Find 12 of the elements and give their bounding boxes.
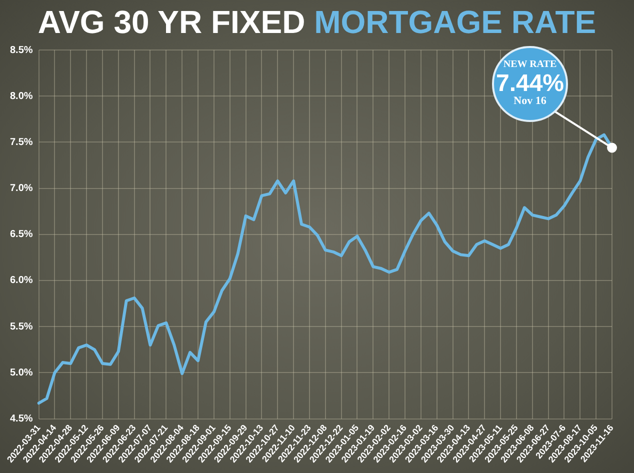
y-tick-label: 6.0% xyxy=(10,275,33,286)
annotation: NEW RATE 7.44% Nov 16 xyxy=(496,59,564,108)
chart-title: AVG 30 YR FIXED MORTGAGE RATE xyxy=(38,4,596,40)
y-tick-label: 7.0% xyxy=(10,183,33,194)
y-tick-label: 4.5% xyxy=(10,414,33,425)
y-tick-label: 8.0% xyxy=(10,90,33,102)
y-tick-label: 7.5% xyxy=(10,136,33,148)
y-tick-label: 8.5% xyxy=(10,44,33,56)
callout-bubble: NEW RATE 7.44% Nov 16 xyxy=(492,46,568,122)
y-tick-label: 5.5% xyxy=(10,321,33,332)
y-tick-label: 5.0% xyxy=(10,367,33,378)
y-tick-label: 6.5% xyxy=(10,229,33,240)
